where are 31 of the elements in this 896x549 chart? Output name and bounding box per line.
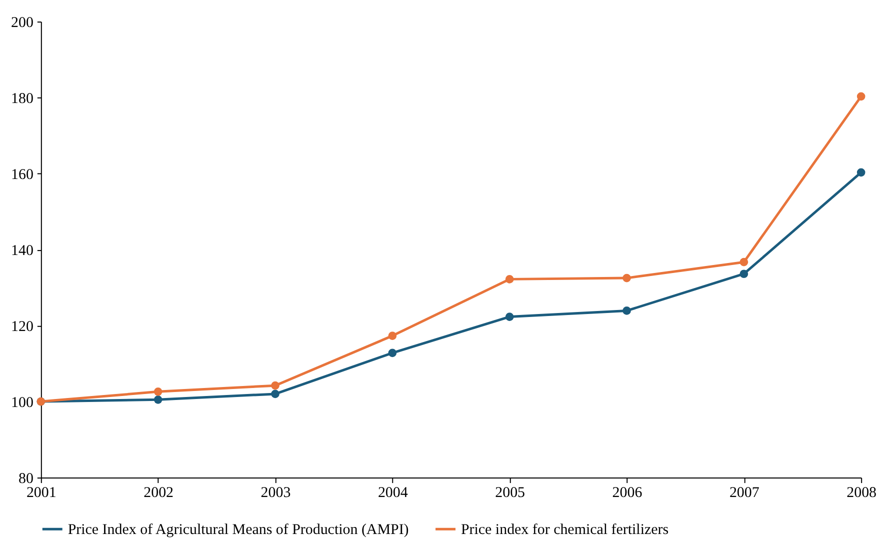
y-tick-label: 160 (10, 167, 34, 184)
point (271, 381, 280, 390)
x-tick-label: 2002 (144, 484, 174, 501)
legend-label: Price Index of Agricultural Means of Production (AMPI) (68, 522, 409, 538)
point (388, 348, 397, 358)
point (505, 312, 514, 321)
point (622, 274, 631, 282)
point (154, 388, 162, 396)
y-tick-label: 120 (10, 319, 34, 336)
point (505, 275, 514, 284)
point (856, 168, 866, 177)
x-tick-label: 2007 (729, 484, 760, 501)
x-tick-label: 2004 (378, 484, 408, 501)
x-tick-label: 2008 (846, 484, 877, 501)
x-tick-label: 2006 (612, 484, 643, 501)
point (271, 390, 280, 398)
x-tick-label: 2001 (26, 484, 56, 501)
point (740, 258, 748, 266)
y-tick-label: 180 (10, 91, 34, 108)
y-tick-label: 200 (10, 15, 34, 32)
x-tick-label: 2003 (260, 484, 291, 501)
y-tick-label: 80 (18, 471, 34, 488)
point (154, 395, 162, 404)
x-tick-label: 2005 (495, 484, 526, 501)
point (388, 332, 397, 340)
y-tick-label: 100 (10, 395, 34, 412)
point (856, 92, 866, 101)
point (740, 270, 748, 278)
y-tick-label: 140 (10, 243, 34, 260)
point (622, 306, 631, 315)
legend-label: Price index for chemical fertilizers (460, 522, 669, 538)
